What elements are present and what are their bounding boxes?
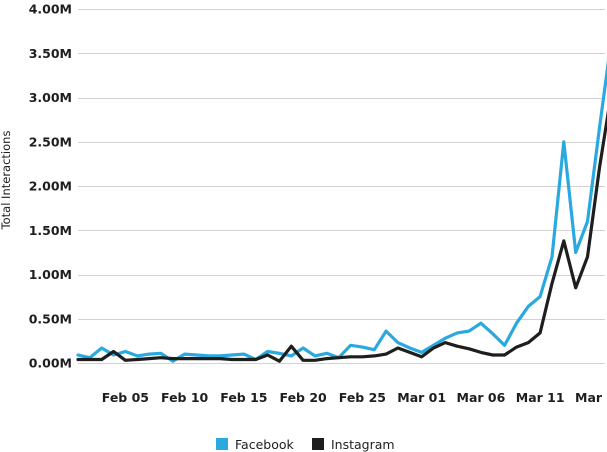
legend-swatch-facebook [216,438,228,450]
x-tick-label: Feb 05 [102,390,149,405]
y-tick-label: 2.00M [29,179,72,194]
x-tick-label: Feb 25 [339,390,386,405]
y-tick-label: 1.50M [29,223,72,238]
y-axis-ticks: 0.00M 0.50M 1.00M 1.50M 2.00M 2.50M 3.00M 3.50M… [29,2,72,371]
x-tick-label: Feb 10 [161,390,209,405]
gridlines [78,9,605,364]
y-tick-label: 1.00M [29,267,72,282]
legend-swatch-instagram [312,438,324,450]
x-tick-label: Mar 06 [457,390,506,405]
series-line-facebook [76,59,607,363]
x-tick-label: Mar 01 [397,390,446,405]
series-lines [76,59,607,363]
x-axis-ticks: Feb 05 Feb 10 Feb 15 Feb 20 Feb 25 Mar 01 Mar … [102,390,607,405]
x-tick-label: Feb 20 [280,390,328,405]
y-axis-title: Total Interactions [0,131,13,231]
x-tick-label: Mar 11 [516,390,565,405]
legend-label-instagram: Instagram [331,437,395,452]
y-tick-label: 0.00M [29,356,72,371]
legend: Facebook Instagram [216,437,395,452]
y-tick-label: 2.50M [29,134,72,149]
legend-label-facebook: Facebook [235,437,294,452]
y-tick-label: 3.50M [29,46,72,61]
y-tick-label: 0.50M [29,311,72,326]
x-tick-label: Mar 16 [575,390,607,405]
series-line-instagram [76,110,607,363]
y-tick-label: 4.00M [29,2,72,17]
x-tick-label: Feb 15 [220,390,267,405]
y-tick-label: 3.00M [29,90,72,105]
